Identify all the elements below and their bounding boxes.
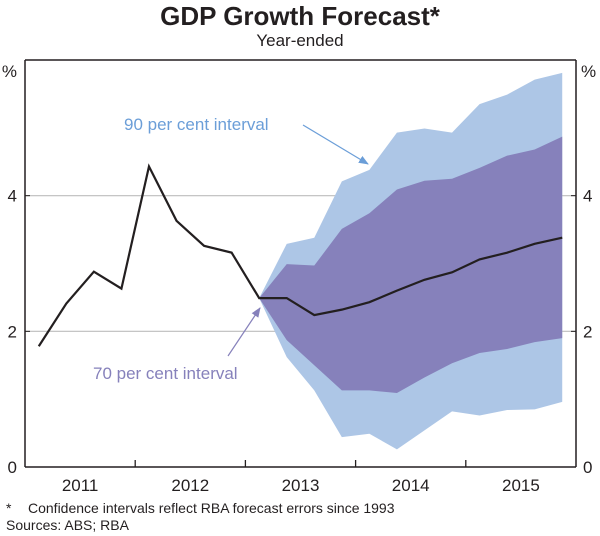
y-tick-label-right-2: 2 bbox=[583, 322, 592, 341]
y-tick-label-left-4: 4 bbox=[8, 187, 17, 206]
footnote-text: Confidence intervals reflect RBA forecas… bbox=[28, 500, 395, 516]
annotation-70-per-cent: 70 per cent interval bbox=[93, 364, 238, 383]
y-tick-label-right-4: 4 bbox=[583, 187, 592, 206]
y-tick-label-right-0: 0 bbox=[583, 458, 592, 477]
x-tick-label-2013: 2013 bbox=[282, 476, 320, 495]
annotation-90-per-cent: 90 per cent interval bbox=[124, 115, 269, 134]
y-unit-right: % bbox=[581, 62, 596, 81]
x-tick-label-2014: 2014 bbox=[392, 476, 430, 495]
footnote-marker: * bbox=[6, 500, 12, 516]
axes bbox=[24, 59, 577, 468]
tick-labels: 0 0 2 2 4 4% % 2011 2012 2013 2014 2015 bbox=[2, 62, 596, 495]
interval-bands bbox=[259, 72, 563, 450]
x-tick-label-2015: 2015 bbox=[502, 476, 540, 495]
annotations: 90 per cent interval 70 per cent interval bbox=[93, 115, 369, 383]
footnote: * Confidence intervals reflect RBA foreca… bbox=[6, 500, 395, 517]
y-tick-label-left-2: 2 bbox=[8, 322, 17, 341]
gdp-line bbox=[37, 163, 563, 347]
y-unit-left: % bbox=[2, 62, 17, 81]
gdp-line-layer bbox=[37, 163, 563, 347]
arrow-90-per-cent bbox=[302, 124, 369, 165]
x-tick-label-2011: 2011 bbox=[62, 476, 99, 495]
y-tick-label-left-0: 0 bbox=[8, 458, 17, 477]
x-tick-label-2012: 2012 bbox=[171, 476, 209, 495]
chart-title: GDP Growth Forecast* bbox=[160, 1, 440, 31]
chart-subtitle: Year-ended bbox=[256, 31, 344, 50]
arrow-70-per-cent bbox=[227, 307, 261, 357]
band-70-per-cent bbox=[259, 136, 563, 394]
sources: Sources: ABS; RBA bbox=[6, 517, 129, 533]
